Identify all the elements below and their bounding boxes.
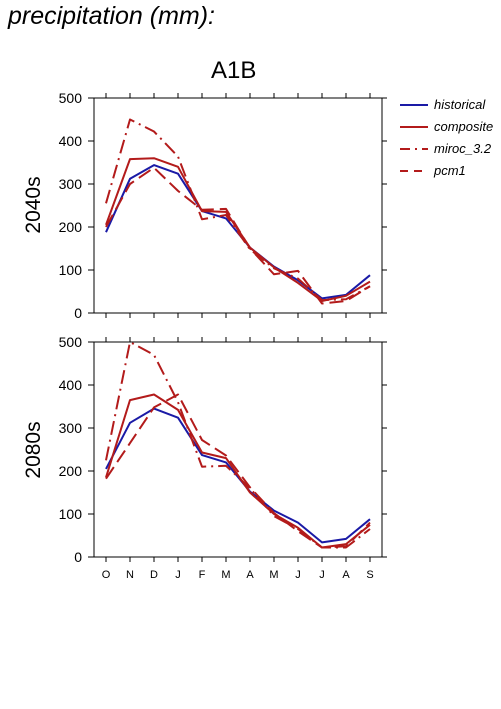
x-tick-label: A [342,569,350,581]
plot-frame [93,97,383,314]
series-line-miroc-3-2 [105,118,371,302]
series-line-pcm1 [105,166,371,305]
y-tick-label: 300 [59,176,83,192]
x-tick-label: N [126,569,134,581]
panel-label-2080s: 2080s [22,421,45,478]
page-title: precipitation (mm): [8,2,215,30]
y-tick-label: 100 [59,262,83,278]
x-tick-label: S [366,569,373,581]
y-tick-label: 300 [59,420,83,436]
y-tick-label: 500 [59,90,83,106]
x-tick-label: O [102,569,111,581]
x-tick-label: J [295,569,301,581]
legend-label-pcm1: pcm1 [433,163,466,178]
x-tick-label: F [199,569,206,581]
legend-label-historical: historical [434,97,486,112]
y-tick-label: 200 [59,219,83,235]
x-tick-label: A [246,569,254,581]
x-tick-label: M [221,569,230,581]
y-tick-label: 100 [59,506,83,522]
legend-label-miroc-3-2: miroc_3.2 [434,141,492,156]
y-tick-label: 0 [74,305,82,321]
y-tick-label: 400 [59,377,83,393]
legend-label-composite: composite [434,119,493,134]
x-tick-label: D [150,569,158,581]
series-line-miroc-3-2 [105,341,371,549]
x-tick-label: J [319,569,325,581]
y-tick-label: 0 [74,549,82,565]
plot-frame [93,341,383,558]
y-tick-label: 200 [59,463,83,479]
y-tick-label: 400 [59,133,83,149]
panel-label-2040s: 2040s [22,176,45,233]
x-tick-label: J [175,569,181,581]
scenario-title: A1B [211,57,257,84]
y-tick-label: 500 [59,334,83,350]
x-tick-label: M [269,569,278,581]
series-line-pcm1 [105,393,371,549]
